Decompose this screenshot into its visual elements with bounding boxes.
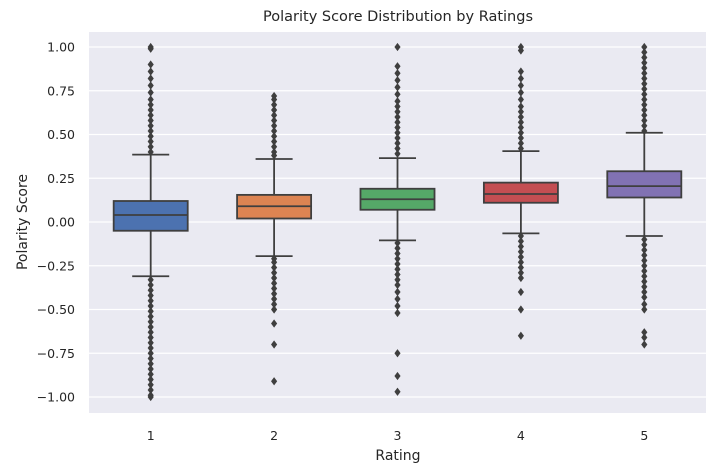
outlier-point xyxy=(271,319,278,328)
box-group-4 xyxy=(482,42,559,340)
box-group-5 xyxy=(606,42,683,349)
outlier-point xyxy=(641,126,648,136)
y-tick-label: 1.00 xyxy=(47,40,75,55)
outlier-point xyxy=(147,147,154,157)
y-tick-label: 0.25 xyxy=(47,171,75,186)
outlier-point xyxy=(271,377,278,386)
outlier-point xyxy=(394,42,401,52)
box-body xyxy=(606,170,683,199)
y-tick-label: 0.00 xyxy=(47,215,75,230)
outlier-point xyxy=(394,149,401,158)
tick-labels: 1.00 0.75 0.50 0.25 0.00 −0.25 −0.50 −0.75 −1.00… xyxy=(37,40,649,444)
y-tick-label: −0.50 xyxy=(37,302,75,317)
outlier-point xyxy=(394,349,401,358)
box-body xyxy=(482,181,559,204)
y-tick-label: 0.75 xyxy=(47,83,75,98)
x-tick-label: 5 xyxy=(640,428,648,443)
box-group-2 xyxy=(236,91,313,386)
outlier-point xyxy=(517,46,524,55)
y-tick-label: −0.75 xyxy=(37,346,75,361)
outlier-point xyxy=(641,340,648,349)
x-tick-label: 4 xyxy=(517,428,525,443)
y-tick-label: −0.25 xyxy=(37,258,75,273)
chart-title: Polarity Score Distribution by Ratings xyxy=(263,9,533,25)
outlier-point xyxy=(517,273,524,283)
outlier-point xyxy=(271,151,278,160)
outlier-point xyxy=(517,287,524,297)
outlier-point xyxy=(517,331,524,340)
x-tick-label: 3 xyxy=(394,428,402,443)
outlier-point xyxy=(271,340,278,349)
outlier-point xyxy=(641,305,648,314)
outlier-point xyxy=(394,308,401,318)
x-axis-label: Rating xyxy=(375,448,420,464)
y-tick-label: −1.00 xyxy=(37,390,75,405)
y-axis-label: Polarity Score xyxy=(15,174,31,270)
outlier-point xyxy=(147,44,154,53)
x-tick-label: 2 xyxy=(270,428,278,443)
outlier-point xyxy=(394,371,401,381)
y-tick-label: 0.50 xyxy=(47,127,75,142)
x-tick-label: 1 xyxy=(147,428,155,443)
box-group-3 xyxy=(359,42,436,396)
outlier-point xyxy=(271,305,278,314)
outlier-point xyxy=(517,144,524,153)
outlier-point xyxy=(394,387,401,396)
boxes-layer xyxy=(112,42,683,402)
box-group-1 xyxy=(112,42,189,402)
outlier-point xyxy=(517,305,524,314)
outlier-point xyxy=(147,392,154,402)
